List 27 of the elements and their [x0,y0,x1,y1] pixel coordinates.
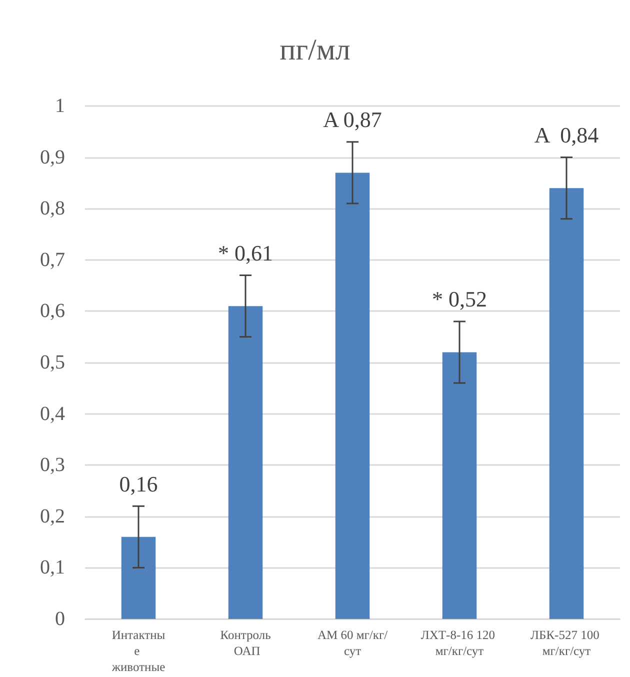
x-tick-label: ЛХТ-8-16 120 мг/кг/сут [420,628,498,658]
y-tick-label: 0,2 [40,505,65,528]
data-label: 0,16 [119,471,158,496]
y-tick-label: 0,8 [40,198,65,220]
y-tick-label: 0,7 [40,248,65,271]
bar [335,172,370,619]
chart-title: пг/мл [280,34,350,66]
x-tick-label: ЛБК-527 100 мг/кг/сут [530,628,602,658]
x-tick-label: АМ 60 мг/кг/сут [317,628,388,658]
y-tick-label: 0,1 [40,556,65,579]
y-tick-label: 0,4 [40,402,65,425]
x-tick-label: Контроль ОАП [220,628,272,658]
y-tick-label: 0,6 [40,300,65,322]
y-tick-label: 0,9 [40,146,65,168]
bar [442,352,477,619]
y-tick-label: 0 [55,608,65,630]
data-label: A 0,87 [323,107,382,132]
data-label: A 0,84 [534,122,599,148]
bar [549,188,584,619]
data-label: * 0,52 [432,286,487,312]
bar [121,536,156,619]
x-tick-label: Интактные животные [110,628,166,674]
bar [228,306,263,619]
y-tick-label: 0,5 [40,352,65,374]
data-label: * 0,61 [218,240,273,266]
y-tick-label: 1 [55,95,65,117]
y-tick-label: 0,3 [40,454,65,476]
